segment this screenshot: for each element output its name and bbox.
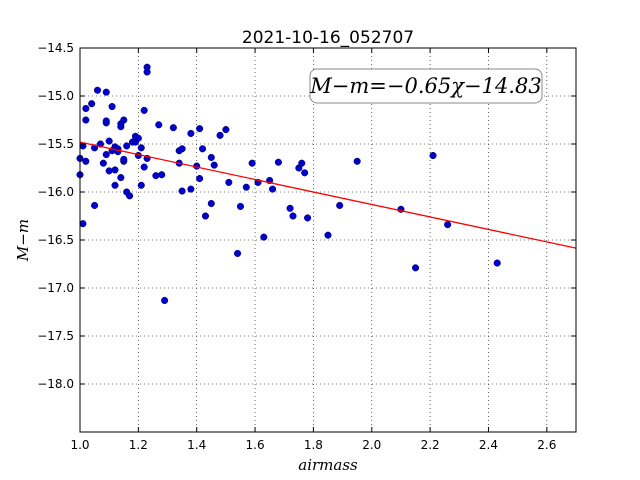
data-point <box>198 145 207 153</box>
data-point <box>143 68 151 76</box>
annotation-box <box>309 68 543 104</box>
data-point <box>444 221 452 229</box>
x-axis-label: airmass <box>298 456 358 474</box>
data-points <box>76 63 501 305</box>
data-point <box>161 296 169 305</box>
x-tick-label: 1.6 <box>246 438 265 452</box>
data-point <box>411 264 420 272</box>
data-point <box>236 202 245 210</box>
chart-title: 2021-10-16_052707 <box>242 28 414 48</box>
data-point <box>91 201 99 209</box>
x-tick-label: 1.2 <box>129 438 148 452</box>
data-point <box>260 233 268 241</box>
data-point <box>126 192 134 200</box>
data-point <box>178 145 186 153</box>
y-tick-label: −16.5 <box>37 233 74 247</box>
data-point <box>82 116 90 124</box>
data-point <box>301 169 309 177</box>
fit-line <box>79 141 577 249</box>
data-point <box>105 167 113 175</box>
y-tick-label: −17.5 <box>37 329 74 343</box>
y-tick-label: −14.5 <box>37 41 74 55</box>
x-tick-label: 1.0 <box>70 438 89 452</box>
data-point <box>134 134 142 142</box>
x-tick-label: 2.2 <box>421 438 440 452</box>
data-point <box>102 117 110 125</box>
data-point <box>242 183 250 191</box>
x-tick-label: 2.6 <box>537 438 556 452</box>
data-point <box>178 187 186 195</box>
data-point <box>222 126 230 134</box>
data-point <box>429 151 437 160</box>
data-point <box>155 121 163 129</box>
data-point <box>286 204 294 212</box>
y-axis-ticks: −14.5 −15.0 −15.5 −16.0 −16.5 −17.0 −17.5 −18.0 <box>37 41 576 391</box>
data-point <box>493 259 501 267</box>
data-point <box>187 185 195 193</box>
data-point <box>152 172 160 180</box>
data-point <box>225 178 233 186</box>
data-point <box>120 116 128 124</box>
data-point <box>123 142 131 150</box>
x-tick-label: 2.4 <box>479 438 498 452</box>
data-point <box>196 175 204 183</box>
x-axis-ticks: 1.0 1.2 1.4 1.6 1.8 2.0 2.2 2.4 2.6 <box>70 48 556 452</box>
data-point <box>289 212 297 220</box>
data-point <box>137 181 145 189</box>
x-tick-label: 1.8 <box>304 438 323 452</box>
data-point <box>304 214 312 222</box>
data-point <box>187 129 195 137</box>
x-tick-label: 1.4 <box>187 438 206 452</box>
data-point <box>108 103 116 111</box>
y-tick-label: −17.0 <box>37 281 74 295</box>
fit-annotation: M−m=−0.65χ−14.83 <box>309 74 541 98</box>
data-point <box>140 106 148 114</box>
data-point <box>269 185 277 193</box>
y-tick-label: −18.0 <box>37 377 74 391</box>
data-point <box>169 124 177 132</box>
data-point <box>248 159 256 167</box>
data-point <box>93 86 102 94</box>
data-point <box>120 155 128 163</box>
y-tick-label: −16.0 <box>37 185 74 199</box>
data-point <box>298 159 306 167</box>
data-point <box>201 212 210 220</box>
data-point <box>210 161 218 169</box>
y-tick-label: −15.5 <box>37 137 74 151</box>
data-point <box>105 137 113 145</box>
data-point <box>99 159 107 167</box>
data-point <box>207 153 215 161</box>
data-point <box>140 163 148 171</box>
data-point <box>102 151 110 159</box>
data-point <box>88 100 96 108</box>
y-tick-label: −15.0 <box>37 89 74 103</box>
data-point <box>111 181 119 189</box>
data-point <box>234 249 242 257</box>
data-point <box>137 144 145 152</box>
data-point <box>82 104 90 113</box>
data-point <box>216 131 224 139</box>
data-point <box>117 174 125 182</box>
data-point <box>324 231 332 239</box>
data-point <box>111 166 119 174</box>
data-point <box>207 199 215 208</box>
data-point <box>353 157 361 165</box>
data-point <box>274 158 282 166</box>
data-point <box>336 201 344 209</box>
data-point <box>79 220 87 228</box>
x-tick-label: 2.0 <box>362 438 381 452</box>
data-point <box>82 157 90 165</box>
data-point <box>102 88 110 96</box>
data-point <box>196 125 204 133</box>
data-point <box>158 171 166 179</box>
y-axis-label: M−m <box>14 219 32 262</box>
